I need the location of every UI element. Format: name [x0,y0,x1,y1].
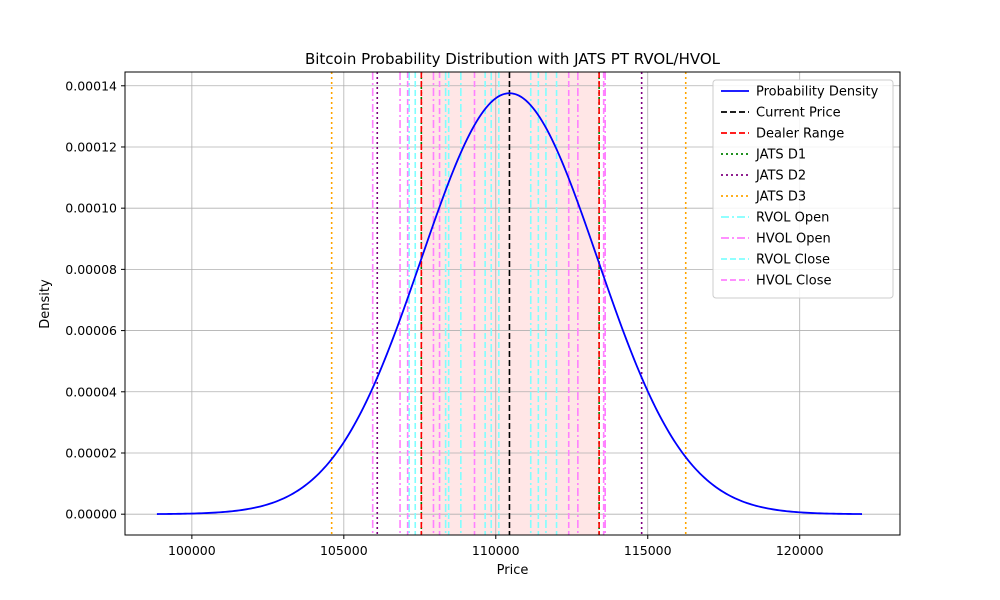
x-tick-label: 115000 [624,543,672,558]
x-tick-label: 105000 [320,543,368,558]
y-tick-label: 0.00008 [65,262,117,277]
legend-label: HVOL Close [756,274,831,289]
legend-label: JATS D3 [755,190,806,205]
y-axis-ticks: 0.00000 0.00002 0.00004 0.00006 0.00008 0.000… [65,78,125,522]
y-tick-label: 0.00010 [65,201,117,216]
density-curve [156,92,863,515]
y-tick-label: 0.00000 [65,507,117,522]
y-tick-label: 0.00014 [65,78,117,93]
vertical-lines [330,72,687,535]
axes-frame [124,71,901,536]
y-tick-label: 0.00004 [65,384,117,399]
y-axis-label: Density [38,279,53,329]
legend-label: Dealer Range [756,127,844,142]
legend-label: RVOL Close [756,253,830,268]
y-tick-label: 0.00012 [65,139,117,154]
legend-label: Current Price [756,106,841,121]
legend-label: RVOL Open [756,211,829,226]
x-tick-label: 100000 [168,543,216,558]
x-tick-label: 110000 [472,543,520,558]
legend: Probability Density Current Price Dealer R… [712,79,894,299]
shaded-region [421,72,600,535]
shaded-range [421,72,600,535]
chart-title: Bitcoin Probability Distribution with JA… [305,50,721,68]
y-tick-label: 0.00002 [65,445,117,460]
legend-box [712,79,894,299]
x-tick-label: 120000 [776,543,824,558]
x-axis-ticks: 100000 105000 110000 115000 120000 [168,535,824,558]
legend-label: JATS D2 [755,169,806,184]
probability-density-curve [156,92,863,515]
legend-label: JATS D1 [755,148,806,163]
y-tick-label: 0.00006 [65,323,117,338]
legend-label: Probability Density [756,85,879,100]
plot-frame [124,71,901,536]
x-axis-label: Price [497,563,529,578]
legend-label: HVOL Open [756,232,831,247]
